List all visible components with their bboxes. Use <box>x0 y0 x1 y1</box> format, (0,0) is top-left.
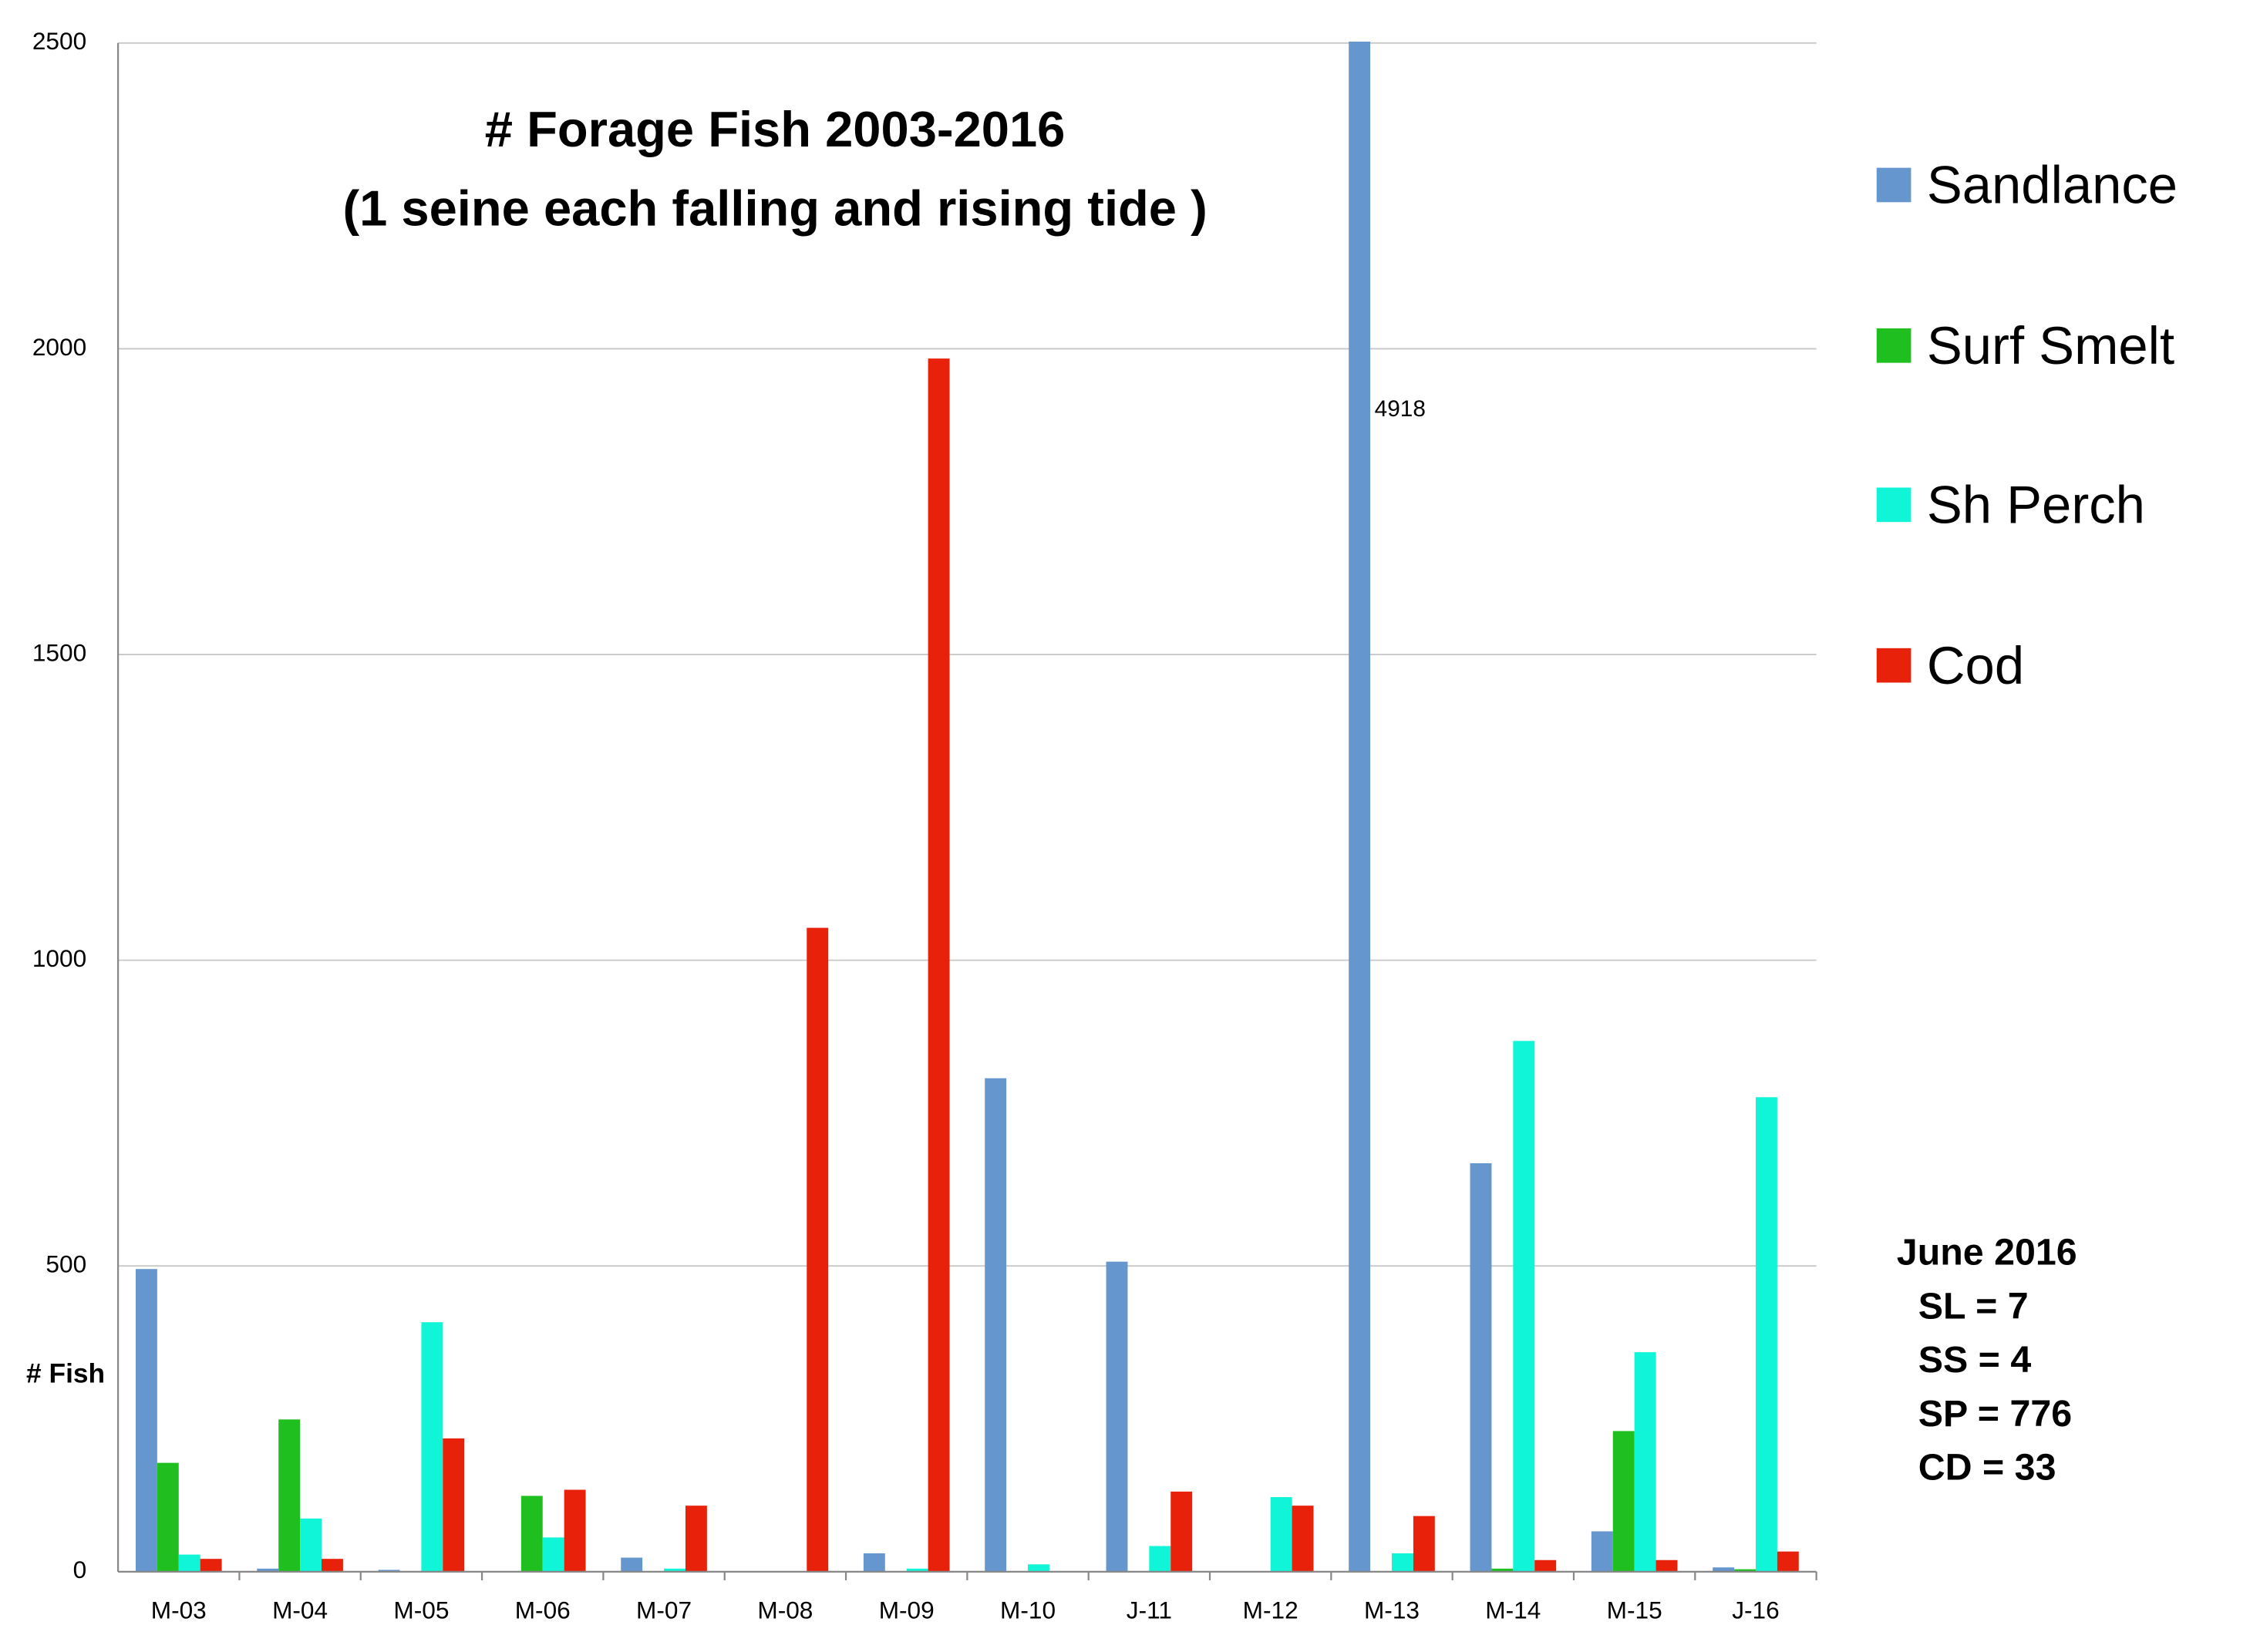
bar <box>1755 1097 1777 1572</box>
bar <box>443 1438 465 1572</box>
y-tick-label: 500 <box>45 1250 86 1278</box>
y-axis-label: # Fish <box>26 1358 105 1388</box>
bar <box>928 358 950 1572</box>
bar <box>621 1557 643 1572</box>
y-tick-label: 2500 <box>32 27 86 55</box>
x-tick-label: M-03 <box>151 1596 207 1623</box>
bar <box>1513 1041 1535 1572</box>
annotation: June 2016 <box>1897 1231 2077 1273</box>
legend-swatch <box>1876 487 1911 523</box>
bar <box>542 1537 564 1572</box>
chart-title: # Forage Fish 2003-2016 <box>485 101 1066 157</box>
bar <box>1028 1564 1049 1572</box>
legend-label: Sandlance <box>1927 156 2178 215</box>
bar <box>1656 1559 1678 1572</box>
legend-label: Surf Smelt <box>1927 316 2174 375</box>
bar <box>300 1518 322 1572</box>
bar <box>278 1419 301 1572</box>
bar <box>1392 1553 1413 1572</box>
y-tick-label: 0 <box>73 1556 87 1583</box>
y-tick-label: 2000 <box>32 333 86 361</box>
x-tick-label: M-12 <box>1243 1596 1298 1623</box>
legend-swatch <box>1876 648 1911 683</box>
annotation: SL = 7 <box>1918 1285 2029 1327</box>
bar <box>906 1568 928 1572</box>
bar <box>985 1078 1007 1572</box>
bar <box>1713 1567 1735 1572</box>
bar <box>1734 1569 1756 1572</box>
bar <box>1777 1551 1799 1572</box>
x-tick-label: M-10 <box>1000 1596 1056 1623</box>
x-tick-label: J-16 <box>1732 1596 1779 1623</box>
bar <box>1170 1491 1193 1572</box>
data-label: 4918 <box>1375 396 1426 422</box>
bar <box>1106 1261 1128 1572</box>
x-tick-label: M-09 <box>879 1596 935 1623</box>
x-tick-label: J-11 <box>1127 1596 1172 1623</box>
legend-label: Sh Perch <box>1927 476 2145 535</box>
overlay: 0 500 1000 1500 2000 2500 M-03 M-04 M-05 M-06 M-07… <box>32 27 2178 1623</box>
bar <box>685 1506 707 1572</box>
x-tick-label: M-08 <box>757 1596 813 1623</box>
bar <box>807 927 829 1572</box>
x-tick-label: M-15 <box>1607 1596 1662 1623</box>
bar <box>1349 41 1371 1572</box>
bar <box>178 1554 200 1572</box>
bar <box>1270 1497 1292 1572</box>
annotation: SP = 776 <box>1918 1393 2072 1435</box>
annotation: CD = 33 <box>1918 1447 2056 1489</box>
chart-title: (1 seine each falling and rising tide ) <box>342 180 1207 237</box>
x-tick-label: M-04 <box>272 1596 328 1623</box>
bar <box>520 1496 543 1572</box>
x-tick-label: M-06 <box>515 1596 571 1623</box>
bar <box>863 1553 885 1572</box>
bar <box>1413 1516 1435 1572</box>
bar <box>378 1570 400 1572</box>
bar <box>421 1322 443 1572</box>
bar <box>1491 1568 1514 1572</box>
x-tick-label: M-13 <box>1364 1596 1420 1623</box>
bar <box>1149 1546 1171 1572</box>
bar <box>564 1489 586 1572</box>
bar <box>321 1559 343 1572</box>
bar <box>257 1568 279 1572</box>
bar <box>1292 1506 1314 1572</box>
bar <box>1634 1352 1656 1572</box>
y-tick-label: 1000 <box>32 944 86 972</box>
bars <box>135 41 1799 1572</box>
bar <box>135 1269 157 1572</box>
bar <box>664 1568 685 1572</box>
bar <box>1470 1162 1492 1572</box>
bar <box>200 1559 222 1572</box>
bar <box>1612 1431 1635 1572</box>
legend-swatch <box>1876 167 1911 203</box>
x-tick-label: M-05 <box>393 1596 449 1623</box>
y-tick-label: 1500 <box>32 638 86 666</box>
bar <box>1534 1559 1557 1572</box>
bar <box>1591 1531 1613 1572</box>
legend-swatch <box>1876 328 1911 363</box>
annotation: SS = 4 <box>1918 1339 2032 1381</box>
x-tick-label: M-07 <box>636 1596 692 1623</box>
x-tick-label: M-14 <box>1485 1596 1541 1623</box>
legend-label: Cod <box>1927 636 2024 695</box>
bar <box>157 1462 179 1572</box>
